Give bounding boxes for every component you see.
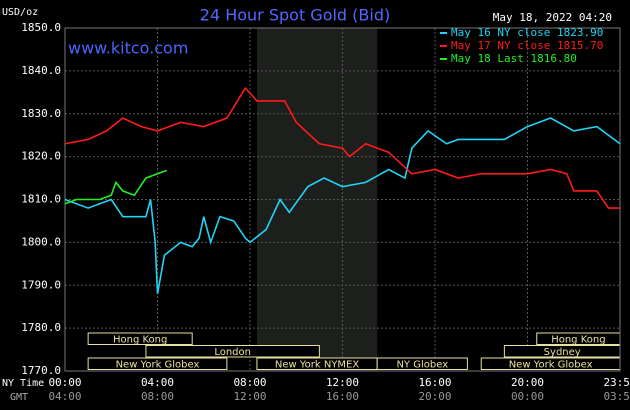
x-tick-label: 04:00 [141, 376, 174, 389]
gmt-tick-label: 20:00 [418, 390, 451, 403]
session-label: London [214, 347, 251, 358]
y-tick-label: 1810.0 [21, 193, 61, 206]
website: www.kitco.com [68, 39, 188, 58]
series-line [64, 169, 168, 205]
x-tick-label: 23:59 [603, 376, 630, 389]
legend-label: May 16 NY close 1823.90 [451, 26, 603, 39]
x-tick-label: 16:00 [418, 376, 451, 389]
session-label: New York NYMEX [275, 359, 360, 370]
session-bar [87, 357, 228, 370]
timestamp: May 18, 2022 04:20 [493, 11, 612, 24]
session-label: NY Globex [396, 359, 448, 370]
x-tick-label: 00:00 [48, 376, 81, 389]
gmt-tick-label: 00:00 [511, 390, 544, 403]
session-label: Hong Kong [551, 334, 605, 345]
session-label: New York Globex [509, 359, 593, 370]
chart-title: 24 Hour Spot Gold (Bid) [200, 6, 390, 25]
session-bar [376, 357, 468, 370]
y-tick-label: 1770.0 [21, 364, 61, 377]
gmt-tick-label: 08:00 [141, 390, 174, 403]
y-tick-label: 1830.0 [21, 107, 61, 120]
legend-label: May 17 NY close 1815.70 [451, 39, 603, 52]
series-line [64, 117, 621, 294]
session-label: Sydney [544, 347, 581, 358]
session-bar [145, 345, 320, 358]
x-row-label: GMT [10, 392, 28, 403]
x-tick-label: 08:00 [233, 376, 266, 389]
session-bar [87, 332, 193, 345]
session-label: New York Globex [116, 359, 200, 370]
y-tick-label: 1780.0 [21, 321, 61, 334]
x-tick-label: 12:00 [326, 376, 359, 389]
y-axis-label: USD/oz [2, 7, 38, 18]
session-label: Hong Kong [113, 334, 167, 345]
gmt-tick-label: 03:59 [603, 390, 630, 403]
y-tick-label: 1850.0 [21, 21, 61, 34]
gmt-tick-label: 16:00 [326, 390, 359, 403]
x-tick-label: 20:00 [511, 376, 544, 389]
gmt-tick-label: 04:00 [48, 390, 81, 403]
y-tick-label: 1840.0 [21, 64, 61, 77]
y-tick-label: 1820.0 [21, 150, 61, 163]
series-line [64, 86, 620, 209]
gmt-tick-label: 12:00 [233, 390, 266, 403]
legend-label: May 18 Last 1816.80 [451, 52, 577, 65]
y-tick-label: 1800.0 [21, 235, 61, 248]
y-tick-label: 1790.0 [21, 278, 61, 291]
x-row-label: NY Time [2, 378, 44, 389]
